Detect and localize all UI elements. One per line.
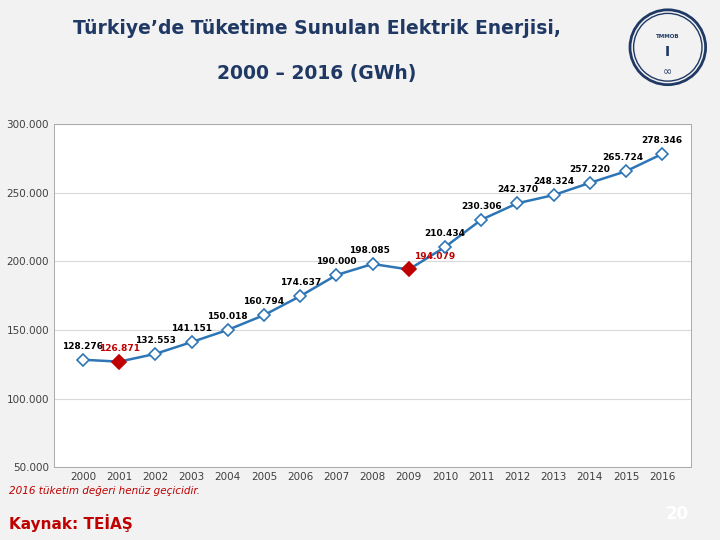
Text: 194.079: 194.079 — [414, 252, 456, 261]
Text: 128.276: 128.276 — [63, 342, 104, 351]
Text: 278.346: 278.346 — [642, 136, 683, 145]
Text: I: I — [665, 45, 670, 59]
Text: 20: 20 — [665, 505, 688, 523]
Text: Türkiye’de Tüketime Sunulan Elektrik Enerjisi,: Türkiye’de Tüketime Sunulan Elektrik Ene… — [73, 19, 561, 38]
Text: ∞: ∞ — [663, 67, 672, 77]
Text: 248.324: 248.324 — [533, 177, 574, 186]
Text: 174.637: 174.637 — [279, 278, 321, 287]
Text: 210.434: 210.434 — [425, 229, 466, 238]
Text: 132.553: 132.553 — [135, 336, 176, 345]
Text: 150.018: 150.018 — [207, 312, 248, 321]
Text: 265.724: 265.724 — [602, 153, 643, 163]
Text: 190.000: 190.000 — [316, 257, 356, 266]
Text: 2016 tüketim değeri henüz geçicidir.: 2016 tüketim değeri henüz geçicidir. — [9, 487, 200, 496]
Text: 242.370: 242.370 — [497, 185, 538, 194]
Text: 126.871: 126.871 — [99, 344, 140, 353]
Text: TMMOB: TMMOB — [656, 34, 680, 39]
Text: 160.794: 160.794 — [243, 297, 284, 306]
Text: 2000 – 2016 (GWh): 2000 – 2016 (GWh) — [217, 64, 416, 83]
Text: 198.085: 198.085 — [348, 246, 390, 255]
Text: Kaynak: TEİAŞ: Kaynak: TEİAŞ — [9, 514, 133, 532]
Text: 141.151: 141.151 — [171, 324, 212, 333]
Text: 230.306: 230.306 — [461, 202, 502, 211]
Text: 257.220: 257.220 — [570, 165, 611, 174]
